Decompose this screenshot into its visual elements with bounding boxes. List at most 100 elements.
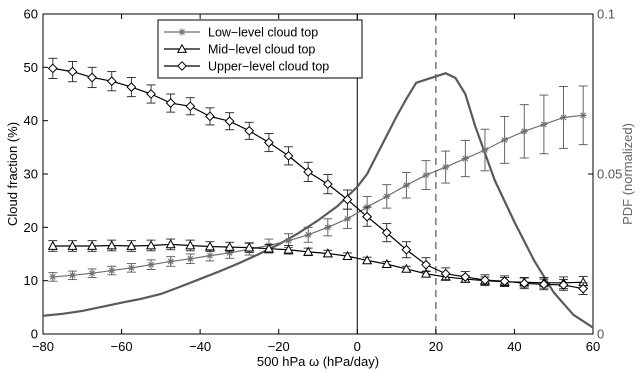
x-tick-label: 0 — [354, 339, 361, 354]
legend-marker — [178, 28, 186, 36]
pdf-line — [42, 72, 594, 329]
legend-item-upper-level-cloud-top: Upper−level cloud top — [164, 60, 329, 74]
data-point — [47, 240, 58, 250]
y2-axis-label: PDF (normalized) — [620, 123, 635, 225]
data-point — [579, 111, 587, 119]
x-tick-label: −60 — [111, 339, 133, 354]
data-point — [343, 215, 351, 223]
data-point — [165, 98, 176, 108]
data-point — [185, 101, 196, 112]
data-point — [383, 192, 391, 200]
data-point — [342, 250, 353, 260]
data-point — [501, 136, 509, 144]
data-point — [578, 283, 589, 294]
data-point — [87, 72, 98, 83]
data-point — [47, 63, 58, 74]
data-point — [67, 240, 78, 250]
data-point — [67, 66, 78, 77]
data-point — [519, 278, 530, 289]
data-point — [145, 240, 157, 250]
data-point — [480, 275, 490, 286]
data-point — [106, 240, 117, 250]
data-point — [204, 241, 216, 251]
data-point — [322, 179, 333, 190]
series-line — [52, 114, 584, 278]
data-point — [422, 171, 430, 179]
series-pdf-curve — [42, 72, 594, 329]
legend-marker — [176, 43, 188, 53]
data-point — [420, 268, 432, 278]
y2-tick-label: 0.05 — [597, 167, 622, 182]
data-point — [362, 211, 373, 222]
series-line — [52, 67, 584, 290]
data-point — [88, 269, 96, 277]
data-point — [460, 272, 471, 282]
x-axis-label: 500 hPa ω (hPa/day) — [257, 354, 379, 369]
data-point — [401, 263, 412, 273]
data-point — [362, 255, 373, 265]
data-point — [49, 273, 57, 281]
data-point — [421, 259, 431, 270]
data-point — [322, 248, 333, 258]
data-point — [244, 125, 255, 136]
data-point — [560, 113, 568, 121]
data-point — [146, 89, 156, 99]
data-point — [127, 264, 135, 272]
legend: Low−level cloud top Mid−level cloud top Up… — [157, 19, 363, 79]
data-point — [87, 240, 98, 250]
legend-label: Mid−level cloud top — [208, 43, 315, 57]
data-point — [520, 127, 528, 135]
data-point — [126, 240, 137, 250]
axis-ticks — [42, 13, 594, 335]
series-low-level-cloud-top — [48, 85, 588, 282]
legend-label: Low−level cloud top — [208, 26, 318, 40]
data-point — [186, 255, 194, 263]
data-point — [224, 241, 235, 251]
x-tick-label: −80 — [32, 339, 54, 354]
x-tick-label: 60 — [586, 339, 600, 354]
x-tick-label: 20 — [429, 339, 443, 354]
data-point — [499, 276, 510, 287]
data-point — [283, 150, 294, 161]
series-upper-level-cloud-top — [47, 57, 589, 295]
data-point — [324, 223, 332, 231]
y-tick-label: 40 — [24, 113, 38, 128]
data-point — [106, 76, 117, 87]
data-point — [402, 181, 410, 189]
y-tick-label: 60 — [24, 7, 38, 22]
y-tick-label: 10 — [24, 273, 38, 288]
data-point — [126, 82, 137, 92]
y-tick-label: 50 — [24, 60, 38, 75]
y-tick-label: 0 — [31, 327, 38, 342]
data-point — [304, 231, 312, 239]
y2-tick-label: 0.1 — [597, 7, 615, 22]
legend-label: Upper−level cloud top — [208, 60, 329, 74]
data-point — [440, 268, 451, 279]
data-point — [558, 280, 569, 290]
legend-item-mid-level-cloud-top: Mid−level cloud top — [164, 43, 315, 57]
data-point — [226, 249, 234, 257]
data-point — [401, 244, 412, 255]
data-point — [540, 120, 548, 128]
data-point — [538, 279, 549, 290]
data-point — [461, 155, 469, 163]
data-point — [165, 239, 176, 249]
data-point — [167, 257, 175, 265]
data-point — [244, 242, 255, 252]
y-axis-label: Cloud fraction (%) — [5, 122, 20, 226]
data-point — [303, 246, 314, 256]
data-point — [381, 258, 392, 268]
x-tick-label: 40 — [507, 339, 521, 354]
data-point — [263, 137, 274, 148]
data-point — [283, 244, 294, 254]
data-point — [342, 194, 353, 205]
data-point — [481, 146, 489, 154]
y-tick-label: 20 — [24, 220, 38, 235]
data-point — [185, 240, 196, 250]
data-point — [68, 271, 76, 279]
data-point — [285, 237, 293, 245]
legend-item-low-level-cloud-top: Low−level cloud top — [164, 26, 318, 40]
data-point — [381, 227, 392, 238]
data-point — [224, 116, 235, 127]
